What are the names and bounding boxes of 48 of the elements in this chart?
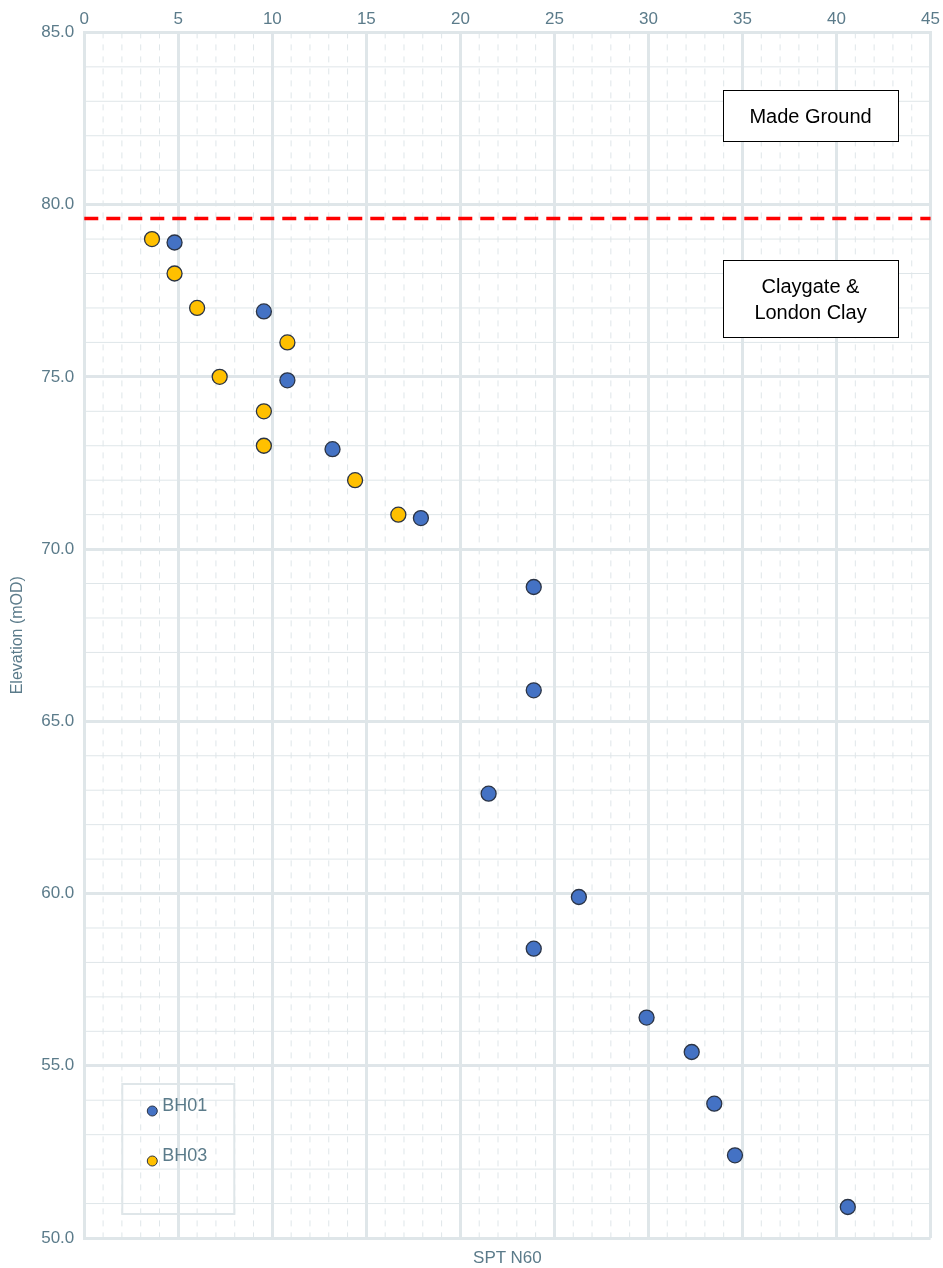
point bbox=[279, 372, 296, 389]
x-tick-label: 10 bbox=[262, 8, 282, 28]
point bbox=[525, 578, 542, 596]
x-tick-label: 0 bbox=[79, 8, 90, 28]
point bbox=[390, 506, 407, 523]
point bbox=[412, 509, 430, 527]
point bbox=[188, 299, 206, 317]
point bbox=[324, 441, 341, 458]
x-tick-label: 40 bbox=[827, 8, 846, 28]
x-tick-label: 35 bbox=[733, 8, 752, 28]
x-tick-label: 15 bbox=[356, 8, 376, 28]
point bbox=[166, 265, 183, 282]
point bbox=[211, 368, 228, 386]
point bbox=[706, 1095, 723, 1112]
legend-label: BH01 bbox=[162, 1095, 208, 1115]
y-tick-label: 70.0 bbox=[41, 538, 75, 558]
point bbox=[255, 303, 273, 320]
point bbox=[255, 437, 273, 454]
x-tick-label: 30 bbox=[639, 8, 658, 28]
point bbox=[480, 785, 497, 802]
legend-label: BH03 bbox=[162, 1145, 208, 1165]
x-axis-title: SPT N60 bbox=[473, 1248, 542, 1268]
point bbox=[839, 1198, 856, 1216]
y-axis-title: Elevation (mOD) bbox=[8, 576, 26, 695]
x-tick-label: 25 bbox=[544, 8, 564, 28]
point bbox=[255, 403, 273, 420]
annotation: Claygate & London Clay bbox=[722, 260, 899, 339]
x-tick-label: 45 bbox=[921, 8, 941, 28]
x-tick-label: 5 bbox=[173, 8, 184, 28]
point bbox=[525, 940, 542, 957]
y-tick-label: 80.0 bbox=[41, 194, 75, 214]
point bbox=[683, 1043, 700, 1061]
point bbox=[143, 230, 161, 248]
point bbox=[726, 1147, 744, 1164]
y-tick-label: 85.0 bbox=[41, 22, 75, 42]
point bbox=[166, 234, 183, 251]
point bbox=[279, 334, 296, 351]
y-tick-label: 75.0 bbox=[41, 366, 75, 386]
y-tick-label: 60.0 bbox=[41, 883, 75, 903]
x-tick-label: 20 bbox=[450, 8, 470, 28]
point bbox=[525, 682, 542, 699]
y-tick-label: 65.0 bbox=[41, 711, 75, 730]
point bbox=[638, 1009, 655, 1026]
point bbox=[346, 472, 364, 489]
y-tick-label: 50.0 bbox=[41, 1227, 75, 1247]
point bbox=[570, 888, 588, 906]
y-tick-label: 55.0 bbox=[41, 1055, 75, 1075]
annotation: Made Ground bbox=[722, 90, 899, 143]
